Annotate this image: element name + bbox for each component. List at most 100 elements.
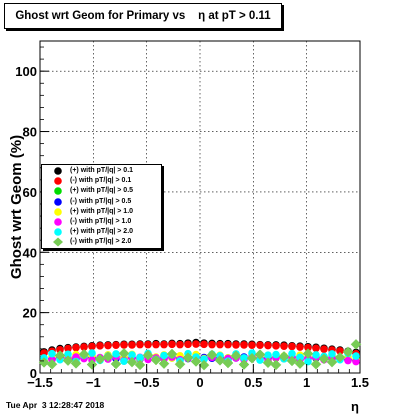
data-point — [72, 343, 80, 352]
legend-marker — [54, 228, 62, 236]
data-point — [304, 357, 312, 366]
grid-lines — [40, 41, 360, 373]
data-point — [94, 353, 106, 365]
x-tick-label: 0 — [196, 375, 203, 390]
series-7 — [38, 338, 362, 371]
x-axis-label: η — [351, 399, 359, 414]
data-point — [254, 349, 266, 360]
legend-marker — [54, 197, 62, 206]
data-point — [280, 342, 288, 350]
data-point — [200, 340, 208, 349]
data-point — [216, 340, 224, 349]
y-tick-label: 0 — [30, 366, 37, 381]
chart-title: Ghost wrt Geom for Primary vs η at pT > … — [4, 3, 282, 29]
data-point — [152, 340, 160, 349]
data-point — [176, 340, 184, 349]
data-point — [88, 349, 96, 357]
data-point — [286, 355, 298, 367]
legend-label: (-) with pT/|q| > 1.0 — [70, 218, 132, 225]
legend-label: (-) with pT/|q| > 0.1 — [70, 177, 132, 185]
data-point — [256, 356, 264, 364]
x-tick-label: −1 — [86, 375, 101, 390]
legend-label: (+) with pT/|q| > 1.0 — [70, 207, 134, 215]
data-point — [200, 355, 208, 363]
legend-entry: (-) with pT/|q| > 0.1 — [42, 176, 161, 186]
x-tick-label: −1.5 — [27, 375, 53, 390]
legend-entry: (+) with pT/|q| > 1.0 — [42, 207, 161, 217]
data-point — [128, 351, 136, 359]
data-point — [248, 341, 256, 350]
legend-marker — [54, 207, 62, 216]
data-point — [272, 342, 280, 350]
y-axis-label: Ghost wrt Geom (%) — [8, 135, 25, 279]
legend-entry: (-) with pT/|q| > 1.0 — [42, 217, 161, 227]
data-point — [126, 356, 138, 368]
data-point — [112, 350, 120, 358]
legend-entry: (-) with pT/|q| > 0.5 — [42, 197, 161, 207]
data-point — [318, 353, 330, 365]
data-point — [110, 358, 122, 370]
x-tick-label: 1.5 — [351, 375, 369, 390]
data-point — [232, 341, 240, 349]
data-point — [320, 345, 328, 353]
data-point — [246, 352, 258, 364]
data-point — [262, 357, 274, 369]
data-point — [222, 357, 234, 369]
data-point — [136, 340, 144, 349]
legend-marker — [54, 187, 62, 196]
timestamp: Tue Apr 3 12:28:47 2018 — [6, 400, 105, 410]
data-point — [342, 346, 354, 358]
legend-marker — [54, 177, 62, 185]
data-point — [240, 354, 248, 362]
data-point — [208, 340, 216, 349]
legend-label: (+) with pT/|q| > 0.5 — [70, 187, 134, 195]
data-point — [206, 349, 218, 361]
legend-entry: (+) with pT/|q| > 2.0 — [42, 227, 161, 237]
data-point — [104, 341, 112, 350]
legend-label: (-) with pT/|q| > 0.5 — [70, 197, 132, 205]
data-point — [278, 351, 290, 362]
legend-label: (+) with pT/|q| > 2.0 — [70, 228, 134, 236]
legend-entry: (+) with pT/|q| > 0.1 — [42, 166, 161, 176]
legend: (+) with pT/|q| > 0.1 (-) with pT/|q| > 0… — [41, 164, 162, 249]
data-point — [296, 343, 304, 351]
data-point — [296, 353, 304, 362]
data-point — [70, 357, 82, 369]
data-point — [198, 359, 210, 371]
data-point — [112, 341, 120, 350]
data-point — [54, 350, 66, 361]
data-point — [160, 351, 168, 360]
data-point — [168, 340, 176, 349]
y-tick-label: 100 — [15, 64, 37, 79]
data-point — [182, 352, 194, 363]
data-point — [190, 356, 202, 367]
data-point — [336, 347, 344, 355]
data-point — [64, 350, 72, 359]
data-point — [96, 342, 104, 350]
data-point — [166, 348, 178, 360]
data-point — [256, 341, 264, 350]
data-point — [128, 341, 136, 349]
data-point — [224, 340, 232, 349]
data-point — [80, 343, 88, 351]
data-point — [88, 342, 96, 351]
data-point — [118, 348, 130, 359]
data-point — [238, 359, 250, 370]
data-point — [64, 344, 72, 353]
data-point — [264, 341, 272, 350]
data-point — [78, 348, 90, 360]
data-point — [136, 353, 144, 362]
legend-marker — [53, 237, 63, 247]
legend-label: (-) with pT/|q| > 2.0 — [70, 238, 132, 246]
data-point — [134, 359, 146, 371]
data-point — [160, 340, 168, 349]
data-point — [294, 358, 306, 369]
legend-marker — [54, 167, 62, 175]
data-point — [86, 359, 98, 370]
series-layer — [38, 338, 362, 371]
data-point — [62, 355, 74, 366]
legend-entry: (-) with pT/|q| > 2.0 — [42, 237, 161, 247]
data-point — [334, 351, 346, 363]
data-point — [304, 343, 312, 352]
legend-entry: (+) with pT/|q| > 0.5 — [42, 186, 161, 196]
